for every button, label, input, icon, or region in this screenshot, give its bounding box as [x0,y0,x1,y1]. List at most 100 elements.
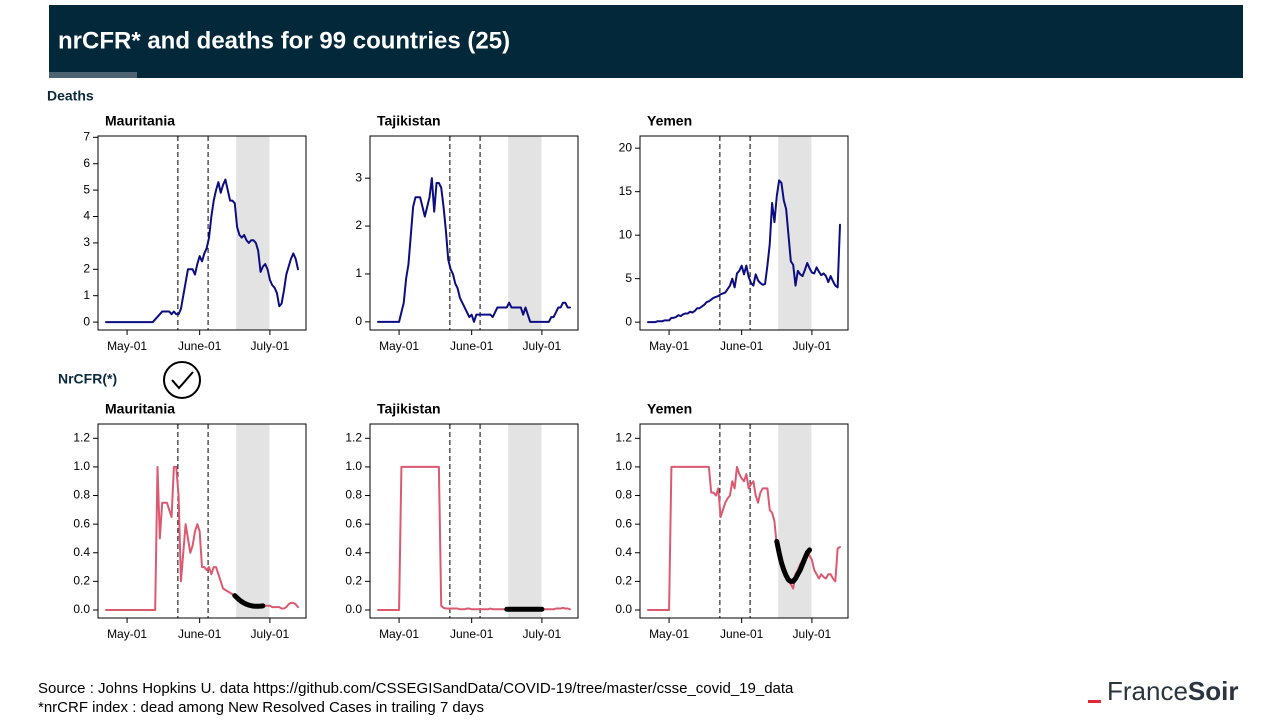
data-line [377,177,571,323]
logo-right: Soir [1188,676,1239,706]
y-tick-label: 1.0 [345,459,362,473]
y-tick-label: 0.2 [615,574,632,588]
logo-mark [1088,700,1101,703]
chart-panel: Yemen 0 5 10 15 20 May-01 June-01 July-01 [619,113,849,353]
footer-note: *nrCRF index : dead among New Resolved C… [38,699,484,716]
chart-panel: Tajikistan 0.0 0.2 0.4 0.6 0.8 1.0 1.2 May-01 Jun… [345,401,579,641]
y-tick-label: 1.2 [345,430,362,444]
x-tick-label: May-01 [379,627,419,641]
plot-frame [639,423,849,619]
y-tick-label: 0.8 [345,488,362,502]
chart-title: Mauritania [105,113,175,129]
y-tick-label: 1 [83,288,90,302]
x-tick-label: June-01 [178,339,222,353]
y-tick-label: 0.0 [73,602,90,616]
x-tick-label: July-01 [251,339,290,353]
plot-frame [639,135,849,331]
plot-frame [97,135,307,331]
x-tick-label: May-01 [649,339,689,353]
y-tick-label: 5 [625,271,632,285]
y-tick-label: 0.4 [345,545,362,559]
x-tick-label: July-01 [523,339,562,353]
header-title: nrCFR* and deaths for 99 countries (25) [58,27,510,54]
chart-panel: Tajikistan 0 1 2 3 May-01 June-01 July-01 [355,113,579,353]
y-tick-label: 3 [355,170,362,184]
y-tick-label: 0.6 [73,516,90,530]
chart-title: Tajikistan [377,401,441,417]
y-tick-label: 15 [619,184,633,198]
period-band [236,424,270,618]
y-tick-label: 1.0 [73,459,90,473]
y-tick-label: 0.4 [73,545,90,559]
x-tick-label: May-01 [107,627,147,641]
y-tick-label: 0.8 [73,488,90,502]
chart-title: Tajikistan [377,113,441,129]
y-tick-label: 0.8 [615,488,632,502]
y-tick-label: 1.2 [615,430,632,444]
period-band [236,136,270,330]
x-tick-label: July-01 [793,627,832,641]
period-band [508,136,542,330]
x-tick-label: July-01 [251,627,290,641]
y-tick-label: 7 [83,129,90,143]
section-label: Deaths [47,88,94,104]
x-tick-label: June-01 [178,627,222,641]
x-tick-label: May-01 [379,339,419,353]
x-tick-label: June-01 [720,339,764,353]
plot-frame [369,135,579,331]
footer-source: Source : Johns Hopkins U. data https://g… [38,680,794,697]
fit-line [232,593,266,609]
chart-title: Yemen [647,401,692,417]
period-band [778,424,812,618]
y-tick-label: 1.2 [73,430,90,444]
y-tick-label: 3 [83,235,90,249]
y-tick-label: 5 [83,182,90,196]
header-bar [49,5,1243,78]
chart-panel: Mauritania 0.0 0.2 0.4 0.6 0.8 1.0 1.2 May-01 Jun… [73,401,307,641]
chart-title: Mauritania [105,401,175,417]
section-label: NrCFR(*) [58,371,117,387]
y-tick-label: 1.0 [615,459,632,473]
y-tick-label: 2 [355,218,362,232]
header-accent [49,72,137,78]
fit-line [774,538,813,584]
period-band [508,424,542,618]
x-tick-label: July-01 [523,627,562,641]
logo: FranceSoir [1107,676,1239,706]
y-tick-label: 10 [619,227,633,241]
y-tick-label: 0 [355,314,362,328]
period-band [778,136,812,330]
y-tick-label: 20 [619,140,633,154]
data-line [105,178,299,324]
x-tick-label: May-01 [107,339,147,353]
chart-panel: Yemen 0.0 0.2 0.4 0.6 0.8 1.0 1.2 May-01 June-01 J… [615,401,849,641]
y-tick-label: 4 [83,209,90,223]
plot-frame [369,423,579,619]
y-tick-label: 0 [625,314,632,328]
plot-frame [97,423,307,619]
y-tick-label: 0 [83,314,90,328]
y-tick-label: 0.0 [345,602,362,616]
chart-title: Yemen [647,113,692,129]
y-tick-label: 0.4 [615,545,632,559]
y-tick-label: 0.2 [73,574,90,588]
y-tick-label: 0.2 [345,574,362,588]
y-tick-label: 0.6 [615,516,632,530]
data-line [647,179,841,324]
x-tick-label: May-01 [649,627,689,641]
y-tick-label: 0.0 [615,602,632,616]
x-tick-label: June-01 [450,339,494,353]
check-icon [163,361,201,399]
x-tick-label: June-01 [720,627,764,641]
x-tick-label: June-01 [450,627,494,641]
data-line [105,465,299,611]
logo-left: France [1107,676,1188,706]
y-tick-label: 6 [83,156,90,170]
y-tick-label: 0.6 [345,516,362,530]
y-tick-label: 1 [355,266,362,280]
y-tick-label: 2 [83,261,90,275]
x-tick-label: July-01 [793,339,832,353]
chart-panel: Mauritania 0 1 2 3 4 5 6 7 May-01 June-01 July-01 [83,113,307,353]
